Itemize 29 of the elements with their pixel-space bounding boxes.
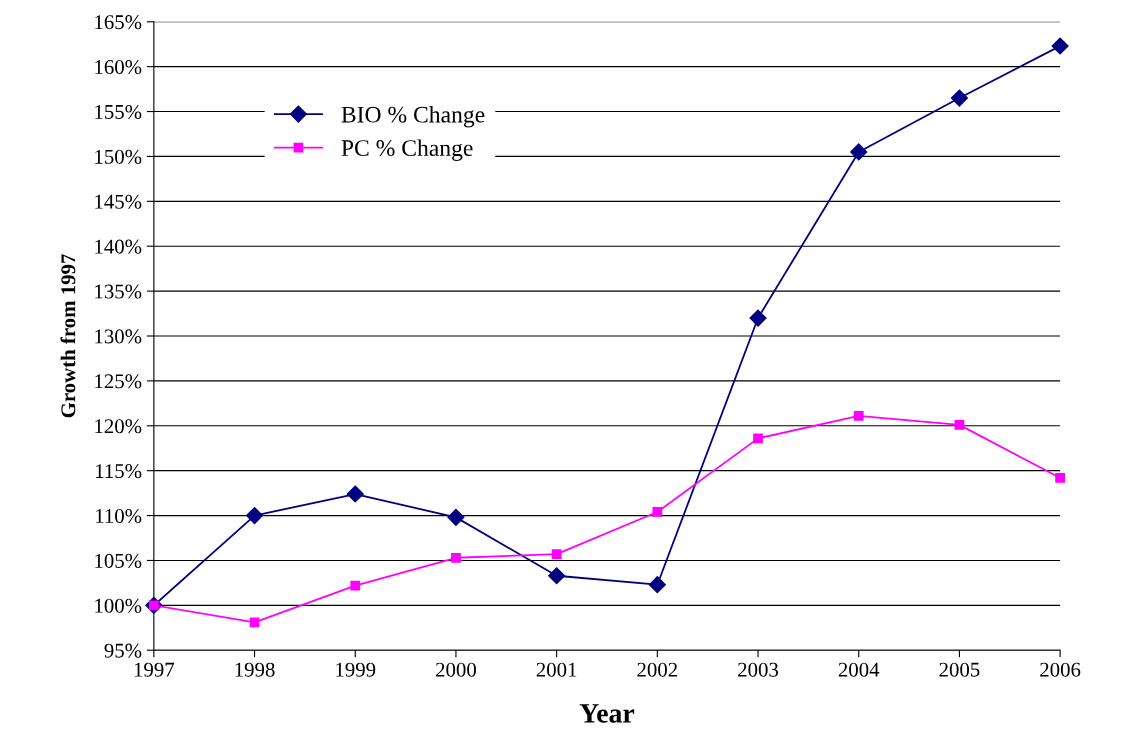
y-tick-label: 135% [95,284,142,299]
y-tick-label: 165% [95,15,142,30]
legend-label: BIO % Change [341,105,485,128]
y-tick-label: 160% [95,60,142,75]
y-tick-label: 155% [95,104,142,120]
y-tick-label: 145% [95,194,142,209]
y-tick-label: 125% [95,374,142,389]
y-tick-label: 120% [95,419,142,434]
y-tick-label: 150% [95,149,142,164]
x-tick-label: 1998 [235,662,275,677]
y-tick-label: 105% [95,553,142,568]
x-tick-label: 2001 [536,662,577,677]
x-tick-label: 2002 [637,662,678,677]
x-tick-label: 2004 [838,662,880,677]
x-tick-label: 1999 [336,662,376,677]
x-tick-label: 2000 [436,662,476,677]
y-tick-label: 110% [96,508,142,524]
y-tick-label: 115% [96,464,142,479]
legend-label: PC % Change [341,139,473,161]
x-axis-title: Year [579,704,635,723]
y-tick-label: 130% [95,329,142,344]
x-tick-label: 2003 [738,662,779,677]
y-tick-label: 140% [95,239,142,254]
x-tick-label: 2006 [1040,662,1081,677]
y-tick-label: 100% [95,598,142,613]
x-tick-label: 2005 [939,662,980,677]
x-tick-label: 1997 [134,662,175,677]
y-tick-label: 95% [104,643,142,658]
y-axis-title: Growth from 1997 [60,254,76,418]
